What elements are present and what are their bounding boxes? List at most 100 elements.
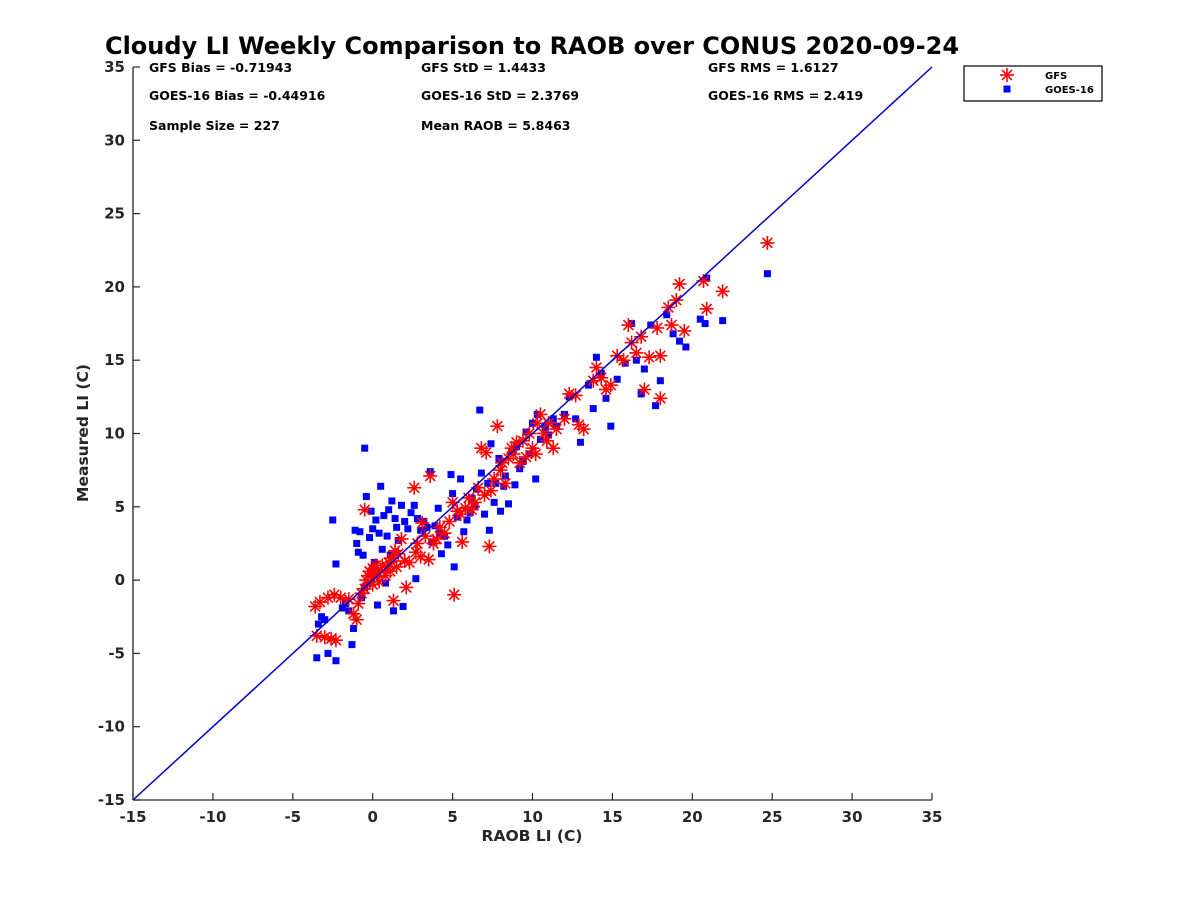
goes16-point bbox=[477, 469, 485, 477]
gfs-point bbox=[506, 447, 521, 462]
gfs-bias-text: GFS Bias = -0.71943 bbox=[149, 60, 292, 75]
y-tick-label: 5 bbox=[115, 498, 125, 516]
goes16-point bbox=[444, 541, 452, 549]
goes16-point bbox=[321, 616, 329, 624]
goes16-point bbox=[377, 482, 385, 490]
goes16-point bbox=[417, 526, 425, 534]
x-tick-label: -15 bbox=[119, 808, 146, 826]
chart-title: Cloudy LI Weekly Comparison to RAOB over… bbox=[105, 32, 959, 60]
gfs-point bbox=[490, 419, 505, 434]
goes16-point bbox=[367, 507, 375, 515]
gfs-point bbox=[479, 445, 494, 460]
goes16-point bbox=[696, 315, 704, 323]
goes16-point bbox=[637, 390, 645, 398]
y-axis-label: Measured LI (C) bbox=[74, 364, 92, 502]
x-tick-label: 35 bbox=[922, 808, 943, 826]
goes16-point bbox=[364, 579, 372, 587]
gfs-point bbox=[760, 235, 775, 250]
goes16-point bbox=[359, 551, 367, 559]
legend: GFS GOES-16 bbox=[963, 65, 1103, 102]
goes16-point bbox=[621, 359, 629, 367]
gfs-point bbox=[653, 391, 668, 406]
gfs-point bbox=[642, 350, 657, 365]
goes16-point bbox=[375, 529, 383, 537]
goes16-point bbox=[412, 575, 420, 583]
goes16-point bbox=[370, 559, 378, 567]
goes16-point bbox=[356, 528, 364, 536]
goes16-point bbox=[372, 516, 380, 524]
goes16-point bbox=[401, 517, 409, 525]
sample-size-text: Sample Size = 227 bbox=[149, 118, 280, 133]
goes16-point bbox=[332, 657, 340, 665]
x-axis-ticks: -15 -10 -5 0 5 10 15 20 25 30 35 bbox=[119, 793, 942, 826]
gfs-point bbox=[423, 469, 438, 484]
gfs-point bbox=[557, 411, 572, 426]
goes16-point bbox=[378, 545, 386, 553]
goes16-point bbox=[324, 649, 332, 657]
goes16-point bbox=[501, 472, 509, 480]
gfs-point bbox=[576, 422, 591, 437]
goes16-point bbox=[332, 560, 340, 568]
goes16-point bbox=[393, 523, 401, 531]
gfs-point bbox=[399, 580, 414, 595]
goes16-point bbox=[484, 479, 492, 487]
gfs-point bbox=[621, 318, 636, 333]
goes16-point bbox=[385, 506, 393, 514]
goes16-point bbox=[511, 481, 519, 489]
goes16-point bbox=[434, 504, 442, 512]
goes16-point bbox=[505, 500, 513, 508]
goes16-point bbox=[383, 532, 391, 540]
gfs-point bbox=[672, 276, 687, 291]
goes16-point bbox=[391, 515, 399, 523]
goes-rms-text: GOES-16 RMS = 2.419 bbox=[708, 88, 863, 103]
gfs-point bbox=[546, 441, 561, 456]
gfs-point bbox=[522, 426, 537, 441]
goes16-point bbox=[437, 550, 445, 558]
goes16-point bbox=[329, 516, 337, 524]
goes16-point bbox=[676, 337, 684, 345]
goes16-point bbox=[354, 548, 362, 556]
plot-area: -15 -10 -5 0 5 10 15 20 25 30 35 35302520151050-5-… bbox=[98, 58, 943, 826]
goes16-point bbox=[522, 428, 530, 436]
x-tick-label: 10 bbox=[522, 808, 543, 826]
legend-goes-marker-icon bbox=[1003, 85, 1011, 93]
goes16-point bbox=[380, 512, 388, 520]
goes16-point bbox=[572, 415, 580, 423]
y-tick-label: 35 bbox=[104, 58, 125, 76]
x-tick-label: -5 bbox=[284, 808, 301, 826]
x-axis-label: RAOB LI (C) bbox=[482, 827, 583, 845]
gfs-point bbox=[394, 532, 409, 547]
gfs-point bbox=[482, 539, 497, 554]
gfs-point bbox=[629, 345, 644, 360]
goes16-point bbox=[369, 525, 377, 533]
y-tick-label: 20 bbox=[104, 278, 125, 296]
goes16-point bbox=[663, 311, 671, 319]
goes16-point bbox=[701, 320, 709, 328]
goes16-point bbox=[399, 602, 407, 610]
y-tick-label: 25 bbox=[104, 205, 125, 223]
goes16-point bbox=[342, 600, 350, 608]
x-tick-label: 0 bbox=[367, 808, 377, 826]
goes16-point bbox=[345, 607, 353, 615]
gfs-point bbox=[389, 559, 404, 574]
x-tick-label: 5 bbox=[447, 808, 457, 826]
gfs-point bbox=[455, 534, 470, 549]
goes16-point bbox=[313, 654, 321, 662]
gfs-point bbox=[386, 593, 401, 608]
x-tick-label: -10 bbox=[199, 808, 226, 826]
goes16-point bbox=[373, 601, 381, 609]
goes16-point bbox=[492, 479, 500, 487]
goes16-point bbox=[652, 402, 660, 410]
goes16-point bbox=[628, 320, 636, 328]
goes16-point bbox=[397, 501, 405, 509]
x-tick-label: 25 bbox=[762, 808, 783, 826]
goes16-point bbox=[589, 405, 597, 413]
points-layer bbox=[308, 235, 775, 665]
goes16-point bbox=[487, 440, 495, 448]
goes16-point bbox=[404, 525, 412, 533]
gfs-point bbox=[317, 630, 332, 645]
goes16-point bbox=[388, 497, 396, 505]
gfs-point bbox=[637, 382, 652, 397]
gfs-point bbox=[407, 480, 422, 495]
goes16-point bbox=[350, 624, 358, 632]
